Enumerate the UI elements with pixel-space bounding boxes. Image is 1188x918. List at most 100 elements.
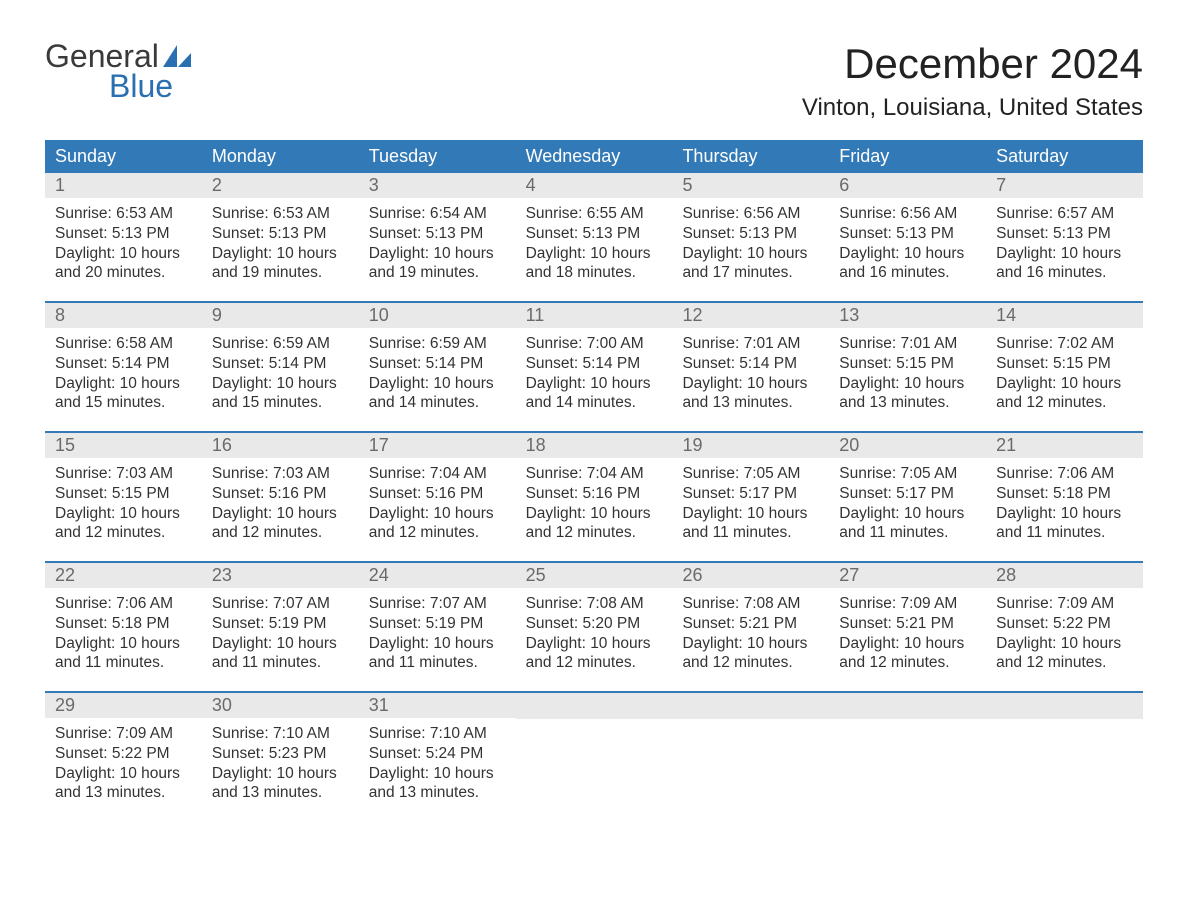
sunrise-line: Sunrise: 7:09 AM [839,594,976,614]
daylight-line-2: and 11 minutes. [839,523,976,543]
sunrise-line: Sunrise: 7:10 AM [212,724,349,744]
sunset-line: Sunset: 5:15 PM [839,354,976,374]
page-header: General Blue December 2024 Vinton, Louis… [45,40,1143,122]
day-number: 2 [202,173,359,198]
day-details: Sunrise: 6:55 AMSunset: 5:13 PMDaylight:… [516,198,673,283]
sunrise-line: Sunrise: 6:55 AM [526,204,663,224]
day-number: 31 [359,693,516,718]
calendar-empty-cell [672,693,829,821]
daylight-line-2: and 14 minutes. [526,393,663,413]
sunset-line: Sunset: 5:24 PM [369,744,506,764]
day-number [986,693,1143,719]
daylight-line-1: Daylight: 10 hours [682,244,819,264]
sunset-line: Sunset: 5:13 PM [839,224,976,244]
daylight-line-1: Daylight: 10 hours [55,244,192,264]
calendar-day-cell: 1Sunrise: 6:53 AMSunset: 5:13 PMDaylight… [45,173,202,301]
sunrise-line: Sunrise: 6:59 AM [369,334,506,354]
daylight-line-1: Daylight: 10 hours [682,634,819,654]
sunrise-line: Sunrise: 6:53 AM [55,204,192,224]
daylight-line-2: and 16 minutes. [839,263,976,283]
day-details: Sunrise: 7:07 AMSunset: 5:19 PMDaylight:… [359,588,516,673]
calendar-day-cell: 10 Sunrise: 6:59 AMSunset: 5:14 PMDayligh… [359,303,516,431]
day-details: Sunrise: 7:09 AMSunset: 5:22 PMDaylight:… [45,718,202,803]
day-number: 8 [45,303,202,328]
daylight-line-2: and 11 minutes. [996,523,1133,543]
day-details: Sunrise: 7:08 AMSunset: 5:21 PMDaylight:… [672,588,829,673]
day-number: 1 [45,173,202,198]
day-details: Sunrise: 7:00 AMSunset: 5:14 PMDaylight:… [516,328,673,413]
daylight-line-2: and 15 minutes. [55,393,192,413]
sunrise-line: Sunrise: 7:06 AM [996,464,1133,484]
weekday-header-cell: Friday [829,140,986,173]
sunrise-line: Sunrise: 7:07 AM [369,594,506,614]
day-number: 21 [986,433,1143,458]
weekday-header-cell: Tuesday [359,140,516,173]
location-subtitle: Vinton, Louisiana, United States [802,94,1143,122]
day-number: 10 [359,303,516,328]
calendar-day-cell: 14Sunrise: 7:02 AMSunset: 5:15 PMDayligh… [986,303,1143,431]
calendar-day-cell: 19Sunrise: 7:05 AMSunset: 5:17 PMDayligh… [672,433,829,561]
daylight-line-2: and 18 minutes. [526,263,663,283]
day-number: 18 [516,433,673,458]
daylight-line-1: Daylight: 10 hours [526,504,663,524]
daylight-line-1: Daylight: 10 hours [996,634,1133,654]
calendar-day-cell: 21Sunrise: 7:06 AMSunset: 5:18 PMDayligh… [986,433,1143,561]
calendar-day-cell: 3Sunrise: 6:54 AMSunset: 5:13 PMDaylight… [359,173,516,301]
day-details: Sunrise: 6:53 AMSunset: 5:13 PMDaylight:… [202,198,359,283]
day-details: Sunrise: 7:09 AMSunset: 5:22 PMDaylight:… [986,588,1143,673]
daylight-line-2: and 13 minutes. [212,783,349,803]
sunset-line: Sunset: 5:16 PM [526,484,663,504]
sunrise-line: Sunrise: 7:01 AM [839,334,976,354]
day-number: 9 [202,303,359,328]
day-number: 17 [359,433,516,458]
calendar-day-cell: 13 Sunrise: 7:01 AMSunset: 5:15 PMDayligh… [829,303,986,431]
calendar-week-row: 1Sunrise: 6:53 AMSunset: 5:13 PMDaylight… [45,173,1143,301]
daylight-line-2: and 20 minutes. [55,263,192,283]
logo-sail-icon [163,45,191,67]
calendar-day-cell: 20Sunrise: 7:05 AMSunset: 5:17 PMDayligh… [829,433,986,561]
sunset-line: Sunset: 5:14 PM [369,354,506,374]
sunrise-line: Sunrise: 6:56 AM [682,204,819,224]
sunset-line: Sunset: 5:14 PM [212,354,349,374]
daylight-line-1: Daylight: 10 hours [839,374,976,394]
daylight-line-2: and 17 minutes. [682,263,819,283]
daylight-line-2: and 12 minutes. [996,393,1133,413]
daylight-line-1: Daylight: 10 hours [212,764,349,784]
daylight-line-2: and 11 minutes. [369,653,506,673]
daylight-line-1: Daylight: 10 hours [212,244,349,264]
calendar-day-cell: 22Sunrise: 7:06 AMSunset: 5:18 PMDayligh… [45,563,202,691]
day-number: 13 [829,303,986,328]
daylight-line-1: Daylight: 10 hours [55,504,192,524]
sunset-line: Sunset: 5:16 PM [369,484,506,504]
sunrise-line: Sunrise: 7:08 AM [682,594,819,614]
day-details: Sunrise: 6:59 AMSunset: 5:14 PMDaylight:… [202,328,359,413]
sunset-line: Sunset: 5:18 PM [55,614,192,634]
calendar-day-cell: 11Sunrise: 7:00 AMSunset: 5:14 PMDayligh… [516,303,673,431]
sunset-line: Sunset: 5:13 PM [369,224,506,244]
calendar-day-cell: 26Sunrise: 7:08 AMSunset: 5:21 PMDayligh… [672,563,829,691]
logo-word2: Blue [109,70,191,102]
sunset-line: Sunset: 5:20 PM [526,614,663,634]
sunrise-line: Sunrise: 7:09 AM [996,594,1133,614]
day-number: 28 [986,563,1143,588]
day-details: Sunrise: 7:10 AMSunset: 5:23 PMDaylight:… [202,718,359,803]
day-number: 12 [672,303,829,328]
daylight-line-1: Daylight: 10 hours [369,374,506,394]
calendar-day-cell: 12Sunrise: 7:01 AMSunset: 5:14 PMDayligh… [672,303,829,431]
calendar: SundayMondayTuesdayWednesdayThursdayFrid… [45,140,1143,821]
weeks-container: 1Sunrise: 6:53 AMSunset: 5:13 PMDaylight… [45,173,1143,821]
day-number: 3 [359,173,516,198]
sunrise-line: Sunrise: 7:06 AM [55,594,192,614]
day-number: 11 [516,303,673,328]
daylight-line-1: Daylight: 10 hours [212,634,349,654]
calendar-day-cell: 9Sunrise: 6:59 AMSunset: 5:14 PMDaylight… [202,303,359,431]
sunrise-line: Sunrise: 7:00 AM [526,334,663,354]
daylight-line-1: Daylight: 10 hours [682,504,819,524]
daylight-line-2: and 12 minutes. [839,653,976,673]
daylight-line-1: Daylight: 10 hours [369,764,506,784]
sunrise-line: Sunrise: 6:57 AM [996,204,1133,224]
day-details: Sunrise: 6:56 AMSunset: 5:13 PMDaylight:… [829,198,986,283]
daylight-line-2: and 11 minutes. [212,653,349,673]
sunrise-line: Sunrise: 6:59 AM [212,334,349,354]
day-number [516,693,673,719]
